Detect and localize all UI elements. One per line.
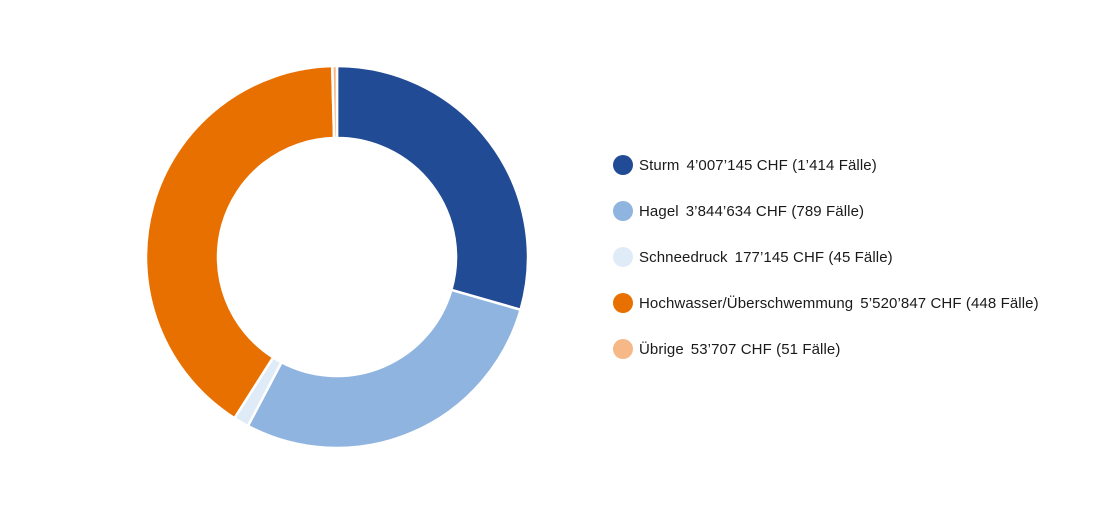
legend-text: Schneedruck 177’145 CHF (45 Fälle) <box>639 249 893 266</box>
legend-name-uebrige: Übrige <box>639 340 684 358</box>
legend-text: Hagel 3’844’634 CHF (789 Fälle) <box>639 203 864 220</box>
legend-swatch-sturm <box>613 155 633 175</box>
legend-item-hochwasser: Hochwasser/Überschwemmung 5’520’847 CHF (… <box>613 290 1039 316</box>
legend-value-schneedruck: 177’145 CHF (45 Fälle) <box>734 248 893 266</box>
donut-slice-hochwasser-überschwemmung <box>144 64 336 420</box>
legend-item-sturm: Sturm 4’007’145 CHF (1’414 Fälle) <box>613 152 1039 178</box>
legend-item-hagel: Hagel 3’844’634 CHF (789 Fälle) <box>613 198 1039 224</box>
legend-swatch-hagel <box>613 201 633 221</box>
legend-name-hochwasser: Hochwasser/Überschwemmung <box>639 294 854 312</box>
legend-swatch-hochwasser <box>613 293 633 313</box>
donut-slices <box>144 64 530 450</box>
legend-item-schneedruck: Schneedruck 177’145 CHF (45 Fälle) <box>613 244 1039 270</box>
legend-text: Übrige 53’707 CHF (51 Fälle) <box>639 341 840 358</box>
legend-value-hochwasser: 5’520’847 CHF (448 Fälle) <box>860 294 1039 312</box>
legend: Sturm 4’007’145 CHF (1’414 Fälle) Hagel 3’… <box>613 152 1039 362</box>
legend-value-uebrige: 53’707 CHF (51 Fälle) <box>690 340 841 358</box>
legend-text: Hochwasser/Überschwemmung 5’520’847 CHF (… <box>639 295 1039 312</box>
donut-slice-hagel <box>246 288 523 450</box>
legend-item-uebrige: Übrige 53’707 CHF (51 Fälle) <box>613 336 1039 362</box>
donut-slice-übrige <box>330 64 339 140</box>
legend-value-sturm: 4’007’145 CHF (1’414 Fälle) <box>686 156 877 174</box>
legend-swatch-uebrige <box>613 339 633 359</box>
legend-value-hagel: 3’844’634 CHF (789 Fälle) <box>685 202 865 220</box>
legend-name-schneedruck: Schneedruck <box>639 248 728 266</box>
legend-name-hagel: Hagel <box>639 202 679 220</box>
legend-name-sturm: Sturm <box>639 156 680 174</box>
legend-text: Sturm 4’007’145 CHF (1’414 Fälle) <box>639 157 877 174</box>
donut-slice-sturm <box>335 64 530 312</box>
legend-swatch-schneedruck <box>613 247 633 267</box>
